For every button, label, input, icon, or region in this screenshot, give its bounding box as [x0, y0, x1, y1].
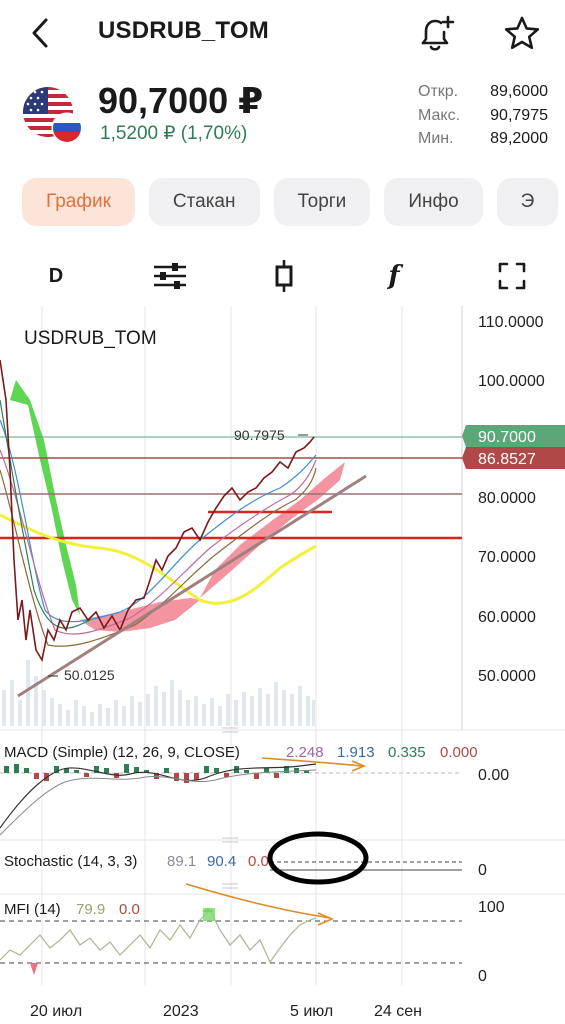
macd-value: 2.248 [286, 744, 324, 761]
tab-trades[interactable]: Торги [273, 178, 371, 226]
mfi-line [0, 908, 317, 964]
indicators-button[interactable]: f [388, 261, 400, 291]
star-icon [504, 16, 540, 50]
volume-bars [2, 660, 315, 726]
day-stats: Откр. 89,6000 Макс. 90,7975 Мин. 89,2000 [418, 80, 548, 151]
price-line [0, 359, 315, 663]
stochastic-d-value: 90.4 [207, 853, 236, 870]
ma-blue [0, 419, 317, 623]
page-title: USDRUB_TOM [98, 17, 269, 44]
date-tick: 20 июл [30, 1003, 82, 1020]
date-tick: 24 сен [374, 1003, 422, 1020]
chart-canvas[interactable]: 90.7975 50.0125 USDRUB_TOM 110.0000 100.… [0, 306, 565, 1024]
favorite-button[interactable] [500, 12, 544, 56]
date-tick: 2023 [163, 1003, 199, 1020]
hand-drawn-circle [267, 831, 369, 885]
tab-more[interactable]: Э [496, 178, 559, 226]
stat-label: Макс. [418, 106, 461, 124]
price-chart[interactable]: 90.7975 50.0125 USDRUB_TOM 110.0000 100.… [0, 306, 565, 1024]
stat-label: Мин. [418, 130, 454, 147]
ma-purple [0, 449, 317, 635]
tab-order-book[interactable]: Стакан [148, 178, 260, 226]
macd-label: MACD (Simple) (12, 26, 9, CLOSE) [4, 744, 240, 761]
orange-arrow [261, 757, 363, 767]
price-tick: 100.0000 [478, 373, 545, 390]
mfi-axis-bottom: 0 [478, 968, 487, 985]
low-label: 50.0125 [64, 667, 115, 683]
stat-low: Мин. 89,2000 [418, 127, 548, 151]
last-price: 90,7000 ₽ [98, 80, 264, 121]
stochastic-k-value: 89.1 [167, 853, 196, 870]
interval-button[interactable]: D [48, 264, 64, 287]
stat-label: Откр. [418, 83, 459, 100]
macd-zero-value: 0.000 [440, 744, 478, 761]
last-price-badge-text: 90.7000 [478, 429, 536, 446]
stat-value: 90,7975 [490, 106, 548, 124]
price-tick: 70.0000 [478, 549, 536, 566]
macd-signal-line [0, 769, 317, 836]
top-bar: USDRUB_TOM [0, 0, 565, 66]
stat-high: Макс. 90,7975 [418, 104, 548, 128]
price-tick: 50.0000 [478, 668, 536, 685]
date-tick: 5 июл [290, 1003, 333, 1020]
chevron-left-icon [32, 18, 48, 48]
level-price-badge [462, 447, 565, 469]
orange-arrow-mfi [185, 883, 331, 919]
pane-resize-handle[interactable] [222, 727, 238, 889]
macd-line [0, 763, 317, 829]
usd-rub-flag-icon [22, 86, 84, 144]
ichimoku-cloud-red [80, 598, 200, 632]
ichimoku-cloud-green [10, 380, 80, 615]
last-price-badge [462, 425, 565, 447]
fullscreen-button[interactable] [490, 256, 534, 296]
price-tick: 80.0000 [478, 490, 536, 507]
mfi-label: MFI (14) [4, 901, 61, 918]
mfi-zero-value: 0.0 [119, 901, 140, 918]
tab-info[interactable]: Инфо [384, 178, 483, 226]
sma-line [0, 513, 317, 605]
stat-value: 89,2000 [490, 130, 548, 147]
stat-open: Откр. 89,6000 [418, 80, 548, 104]
tab-chart[interactable]: График [22, 178, 135, 226]
level-price-badge-text: 86.8527 [478, 451, 536, 468]
trendline [17, 474, 367, 698]
price-change: 1,5200 ₽ (1,70%) [100, 123, 248, 144]
tab-bar: График Стакан Торги Инфо Э [22, 178, 565, 228]
chart-symbol: USDRUB_TOM [24, 328, 157, 349]
chart-settings-button[interactable] [148, 256, 192, 296]
high-label: 90.7975 [234, 427, 285, 443]
mfi-axis-top: 100 [478, 899, 505, 916]
macd-axis-tick: 0.00 [478, 767, 509, 784]
price-alert-button[interactable] [414, 12, 458, 56]
fullscreen-icon [498, 262, 526, 290]
sliders-icon [154, 263, 186, 289]
stochastic-zero-value: 0.0 [248, 853, 269, 870]
stochastic-axis-tick: 0 [478, 862, 487, 879]
macd-signal-value: 1.913 [337, 744, 375, 761]
chart-type-button[interactable] [262, 256, 306, 296]
stat-value: 89,6000 [490, 83, 548, 100]
price-tick: 110.0000 [478, 314, 544, 331]
bell-plus-icon [421, 15, 455, 51]
back-button[interactable] [22, 14, 62, 54]
price-tick: 60.0000 [478, 609, 536, 626]
macd-hist-value: 0.335 [388, 744, 426, 761]
mfi-value: 79.9 [76, 901, 105, 918]
ichimoku-cloud-red-2 [200, 462, 345, 598]
candlestick-icon [275, 260, 293, 292]
stochastic-label: Stochastic (14, 3, 3) [4, 853, 137, 870]
